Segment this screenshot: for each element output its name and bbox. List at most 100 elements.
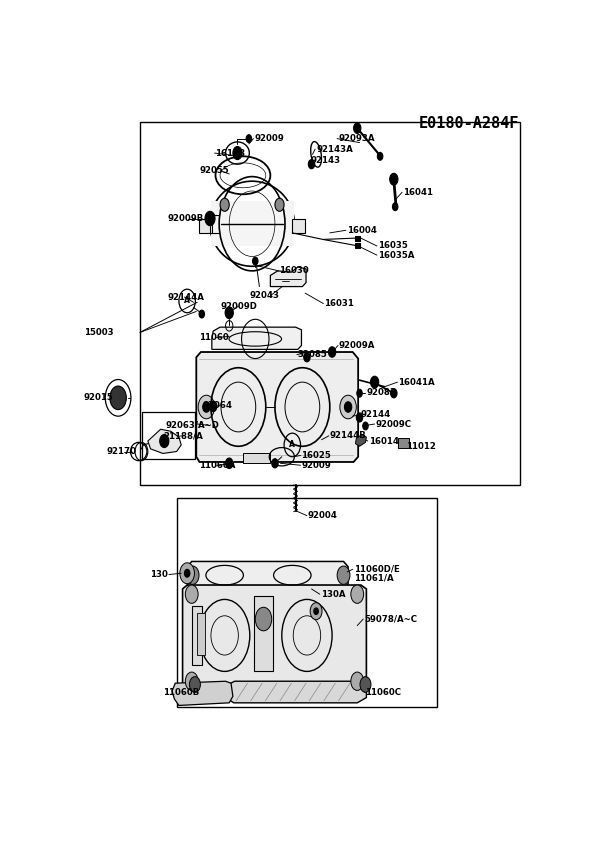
Circle shape [189,677,201,693]
Circle shape [186,566,199,584]
Circle shape [392,203,398,211]
Circle shape [199,310,205,318]
Text: 16035: 16035 [378,241,408,251]
Text: 11060D/E: 11060D/E [353,564,399,574]
Text: 92009A: 92009A [339,341,375,350]
Polygon shape [270,267,306,286]
Text: 11012: 11012 [406,442,435,450]
Text: 92083: 92083 [366,388,396,397]
Circle shape [329,347,336,357]
Text: 92004: 92004 [308,511,337,520]
Polygon shape [355,235,360,241]
Bar [140,122,520,484]
Bar [243,453,270,463]
Circle shape [391,388,397,398]
Text: 16041A: 16041A [398,377,435,387]
Text: 92009: 92009 [301,461,331,470]
Polygon shape [355,434,366,446]
Circle shape [205,212,215,226]
Circle shape [351,585,363,604]
Text: 92055: 92055 [199,167,229,175]
Circle shape [185,570,190,577]
Text: 16014: 16014 [369,437,399,445]
Circle shape [233,146,242,160]
Polygon shape [187,562,348,589]
Text: eReplacement: eReplacement [232,387,317,399]
Circle shape [378,152,383,161]
Circle shape [390,173,398,185]
Circle shape [185,585,198,604]
Text: 92009C: 92009C [376,420,412,428]
Text: 16030: 16030 [280,266,309,275]
Polygon shape [172,681,233,706]
Bar [197,613,205,655]
Circle shape [304,353,310,362]
Text: 92043: 92043 [250,292,280,300]
Text: 92093A: 92093A [339,134,375,143]
Circle shape [185,672,198,690]
Circle shape [272,459,278,468]
Text: 130: 130 [150,570,168,579]
Circle shape [351,672,363,690]
Circle shape [253,257,258,265]
Text: E0180-A284F: E0180-A284F [419,116,520,132]
Polygon shape [212,327,301,349]
Bar [254,596,273,672]
Text: 16025: 16025 [301,451,331,460]
Circle shape [337,566,350,584]
Bar [176,498,437,707]
Circle shape [353,123,361,133]
Circle shape [309,160,314,169]
Polygon shape [225,681,366,703]
Circle shape [360,677,371,693]
Text: 92009D: 92009D [220,302,257,311]
Circle shape [198,395,215,419]
Polygon shape [355,243,360,248]
Text: 16035A: 16035A [378,251,414,259]
Bar [199,218,212,233]
Text: 92170: 92170 [107,447,137,456]
Text: 15003: 15003 [84,328,113,337]
Circle shape [220,198,229,212]
Bar [142,411,195,459]
Text: 16041: 16041 [403,188,433,197]
Text: 16004: 16004 [347,226,377,235]
Text: 21188/A: 21188/A [163,431,202,440]
Circle shape [371,377,379,388]
Text: 92144B: 92144B [330,431,366,440]
Circle shape [340,395,356,419]
Circle shape [160,434,169,448]
Polygon shape [196,352,358,462]
Text: 92009B: 92009B [168,214,204,223]
Text: A: A [184,297,190,305]
Text: 11060A: 11060A [199,462,236,470]
Text: 11060C: 11060C [365,688,401,697]
Text: 92015: 92015 [84,394,113,402]
Text: 92143: 92143 [310,156,341,166]
Bar [398,438,409,448]
Circle shape [203,402,210,412]
Text: A: A [289,440,295,450]
Circle shape [225,307,233,319]
Text: 92144A: 92144A [168,292,204,302]
Circle shape [357,389,362,397]
Text: 92063/A~D: 92063/A~D [165,421,219,430]
Circle shape [356,413,363,422]
Text: 59078/A~C: 59078/A~C [364,615,417,624]
Circle shape [314,608,319,615]
Circle shape [246,134,251,143]
Circle shape [110,386,126,410]
Circle shape [209,401,217,411]
Circle shape [180,563,195,584]
Circle shape [275,198,284,212]
Text: 92144: 92144 [361,411,391,419]
Text: 16031: 16031 [324,299,354,308]
Polygon shape [182,585,366,691]
Polygon shape [148,429,181,453]
Text: 11061/A: 11061/A [353,574,393,583]
Text: 11060B: 11060B [163,688,199,697]
Circle shape [225,458,233,468]
Text: 11060: 11060 [199,333,230,342]
Text: 92143A: 92143A [316,144,353,154]
Bar [211,201,294,246]
